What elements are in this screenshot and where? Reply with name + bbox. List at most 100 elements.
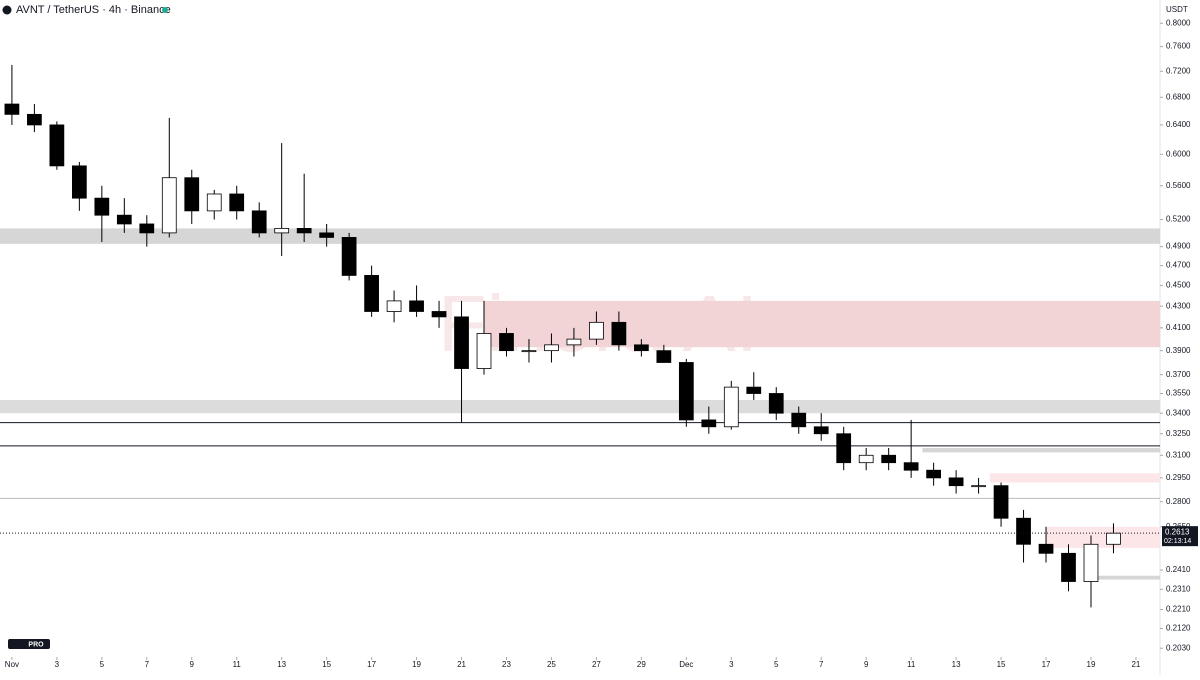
zone: [1046, 526, 1160, 548]
y-tick-label: 0.3900: [1166, 346, 1191, 355]
x-tick-label: 29: [637, 660, 646, 669]
x-tick-label: 21: [1131, 660, 1140, 669]
candle-body: [858, 454, 874, 464]
y-tick-label: 0.4700: [1166, 261, 1191, 270]
x-tick-label: 27: [592, 660, 601, 669]
y-tick-label: 0.2800: [1166, 497, 1191, 506]
zone: [0, 228, 1160, 244]
candle-body: [454, 316, 469, 369]
x-tick-label: Dec: [679, 660, 693, 669]
candle-body: [409, 300, 424, 312]
candle-body: [49, 124, 65, 167]
x-tick-label: 17: [367, 660, 376, 669]
candle-body: [1016, 517, 1031, 545]
candle-body: [71, 165, 87, 199]
candle-body: [251, 210, 267, 234]
y-tick-label: 0.3250: [1166, 429, 1191, 438]
candle-body: [836, 433, 852, 464]
y-tick-label: 0.3100: [1166, 450, 1191, 459]
y-tick-label: 0.7600: [1166, 42, 1191, 51]
y-tick-label: 0.3700: [1166, 370, 1191, 379]
unit-label: USDT: [1166, 5, 1188, 14]
last-price-badge: [1162, 526, 1198, 547]
x-tick-label: 5: [100, 660, 105, 669]
candle-body: [161, 177, 177, 234]
x-tick-label: 3: [729, 660, 734, 669]
x-tick-label: 19: [1087, 660, 1096, 669]
x-tick-label: 23: [502, 660, 511, 669]
candle-body: [4, 103, 20, 115]
candle-body: [881, 454, 897, 464]
candle-body: [791, 412, 807, 428]
candle-body: [499, 333, 514, 352]
candle-body: [1038, 543, 1054, 554]
y-tick-label: 0.4900: [1166, 242, 1191, 251]
y-tick-label: 0.4500: [1166, 281, 1191, 290]
x-tick-label: Nov: [5, 660, 19, 669]
x-tick-label: 11: [233, 660, 242, 669]
candle-body: [723, 386, 739, 428]
x-tick-label: 13: [277, 660, 286, 669]
x-tick-label: 21: [457, 660, 466, 669]
candle-body: [431, 311, 447, 318]
x-tick-label: 19: [412, 660, 421, 669]
candle-body: [768, 393, 784, 414]
candle-body: [116, 214, 132, 225]
zone: [922, 447, 1160, 453]
status-dot: [162, 7, 168, 13]
zone: [989, 473, 1160, 483]
x-tick-label: 3: [55, 660, 60, 669]
y-tick-label: 0.3400: [1166, 408, 1191, 417]
y-tick-label: 0.5200: [1166, 215, 1191, 224]
candle-body: [386, 300, 402, 312]
chart-title: AVNT / TetherUS · 4h · Binance: [16, 4, 171, 16]
candle-body: [971, 485, 986, 488]
zone: [484, 300, 1160, 348]
y-tick-label: 0.6800: [1166, 92, 1191, 101]
y-tick-label: 0.8000: [1166, 18, 1191, 27]
x-tick-label: 11: [907, 660, 916, 669]
candle-body: [948, 477, 964, 487]
logo: PRO: [8, 639, 50, 649]
y-tick-label: 0.2030: [1166, 643, 1191, 652]
x-tick-label: 5: [774, 660, 779, 669]
candle-body: [611, 321, 627, 346]
logo-badge: [8, 639, 50, 649]
logo-text: PRO: [28, 641, 44, 648]
candle-body: [701, 419, 717, 428]
candle-body: [229, 193, 245, 212]
candle-body: [634, 344, 649, 352]
candle-body: [184, 177, 200, 212]
symbol-icon: [2, 5, 12, 15]
y-tick-label: 0.4100: [1166, 323, 1191, 332]
x-tick-label: 9: [864, 660, 869, 669]
candle-body: [656, 350, 672, 363]
candle-body: [813, 426, 829, 435]
candle-body: [206, 193, 222, 212]
candle-body: [139, 223, 155, 234]
y-tick-label: 0.2210: [1166, 605, 1191, 614]
y-tick-label: 0.2120: [1166, 624, 1191, 633]
countdown-label: 02:13:14: [1164, 538, 1191, 545]
candle-body: [544, 344, 559, 352]
y-tick-label: 0.4300: [1166, 301, 1191, 310]
candle-body: [678, 362, 694, 421]
zone: [0, 399, 1160, 414]
x-tick-label: 7: [819, 660, 824, 669]
x-tick-label: 15: [997, 660, 1006, 669]
y-tick-label: 0.7200: [1166, 66, 1191, 75]
x-tick-label: 7: [145, 660, 150, 669]
candle-body: [1106, 532, 1121, 545]
candle-body: [341, 237, 357, 276]
y-tick-label: 0.5600: [1166, 181, 1191, 190]
candle-body: [274, 228, 290, 234]
y-tick-label: 0.2950: [1166, 473, 1191, 482]
candle-body: [319, 232, 335, 238]
x-tick-label: 15: [322, 660, 331, 669]
y-tick-label: 0.3550: [1166, 389, 1191, 398]
x-tick-label: 9: [190, 660, 195, 669]
y-tick-label: 0.2410: [1166, 565, 1191, 574]
candle-body: [476, 333, 492, 369]
candle-body: [521, 350, 537, 353]
